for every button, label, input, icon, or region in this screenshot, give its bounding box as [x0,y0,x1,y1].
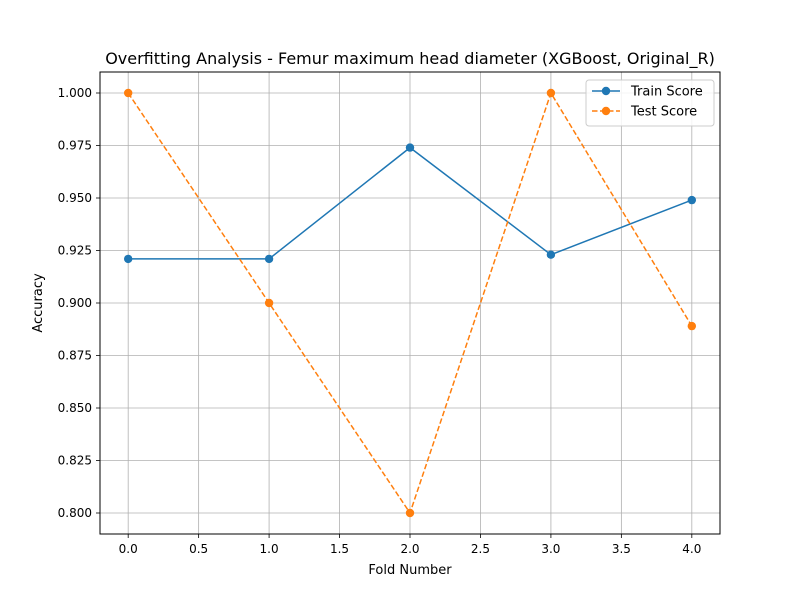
test-score-point [264,298,274,308]
train-score-point [264,254,274,264]
test-score-point [687,321,697,331]
chart-title: Overfitting Analysis - Femur maximum hea… [105,49,715,69]
y-tick-label: 0.850 [58,401,92,415]
x-tick-label: 0.0 [119,542,138,556]
test-score-point [546,88,556,98]
x-tick-label: 2.0 [400,542,419,556]
x-tick-label: 2.5 [471,542,490,556]
test-score-point [405,508,415,518]
x-tick-label: 3.5 [612,542,631,556]
train-score-point [405,143,415,152]
x-tick-label: 3.0 [541,542,560,556]
train-score-point [687,195,697,205]
test-score-point [123,88,133,98]
train-score-point [123,254,133,264]
legend-label: Test Score [630,105,697,120]
y-tick-label: 0.900 [58,296,92,310]
grid-lines [100,72,720,534]
y-tick-label: 0.925 [58,244,92,258]
y-axis-label: Accuracy [31,273,46,333]
x-tick-label: 0.5 [189,542,208,556]
train-score-point [546,250,556,259]
y-tick-label: 0.975 [58,139,92,153]
x-tick-label: 4.0 [682,542,701,556]
legend-swatch-marker [601,86,611,96]
y-tick-label: 0.875 [58,349,92,363]
y-tick-label: 0.825 [58,454,92,468]
x-tick-label: 1.0 [260,542,279,556]
x-axis-label: Fold Number [368,563,452,578]
series-group [123,88,697,518]
legend: Train Score Test Score [585,79,715,127]
y-tick-label: 0.800 [58,506,92,520]
y-tick-label: 1.000 [58,86,92,100]
axis-ticks: 0.0 0.5 1.0 1.5 2.0 2.5 3.0 3.5 4.0 0.800 0.825 0.8… [58,86,702,556]
legend-label: Train Score [630,85,703,100]
x-tick-label: 1.5 [330,542,349,556]
y-tick-label: 0.950 [58,191,92,205]
legend-swatch-marker [601,106,611,116]
